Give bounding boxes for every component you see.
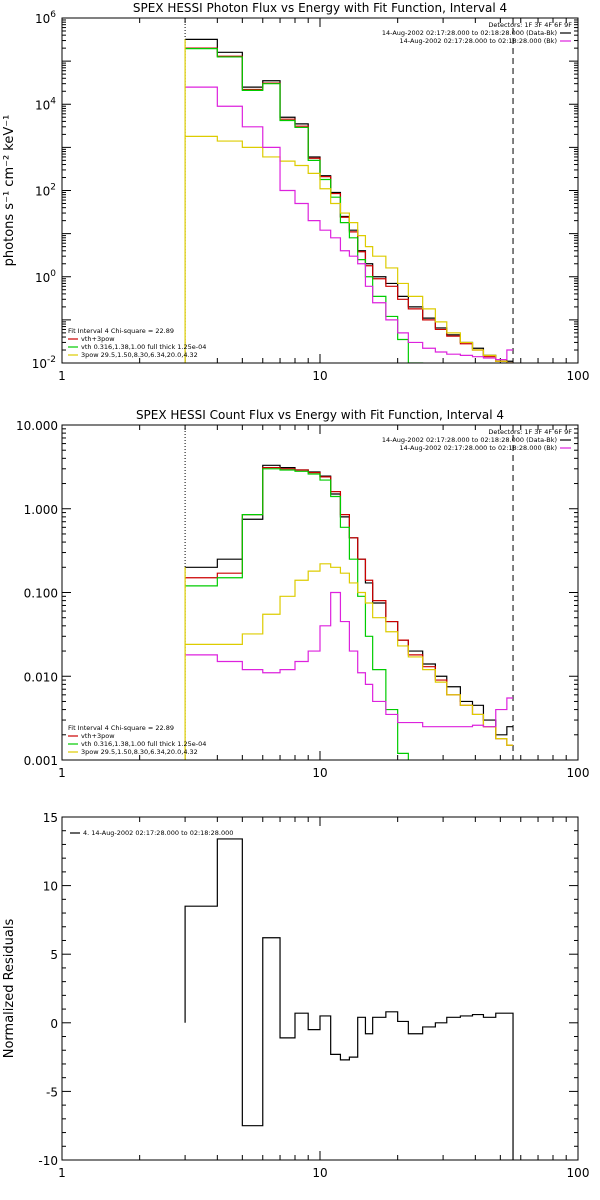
y-tick-label: 0.010	[24, 670, 58, 684]
y-tick-label: 10-2	[32, 355, 56, 371]
x-tick-label: 100	[567, 766, 590, 780]
x-tick-label: 10	[312, 1166, 327, 1180]
y-tick-base: 10	[32, 357, 47, 371]
plot-frame	[61, 816, 579, 1161]
legend-right-label: 14-Aug-2002 02:17:28.000 to 02:18:28.000…	[382, 436, 557, 444]
x-tick-label: 100	[567, 369, 590, 383]
y-tick-base: 10	[35, 185, 50, 199]
y-tick-label: -10	[38, 1154, 58, 1168]
legend-left-label: vth 0.316,1.38,1.00 full thick 1.25e-04	[81, 343, 206, 351]
y-tick-label: 1.000	[24, 503, 58, 517]
x-tick-label: 100	[567, 1166, 590, 1180]
y-tick-label: 104	[35, 96, 56, 112]
y-axis-label: Normalized Residuals	[2, 919, 17, 1059]
y-axis-label: photons s⁻¹ cm⁻² keV⁻¹	[2, 115, 17, 267]
series-line-vth	[185, 468, 409, 760]
y-tick-label: 5	[50, 948, 58, 962]
x-tick-label: 1	[58, 369, 66, 383]
x-tick-label: 10	[312, 369, 327, 383]
y-tick-label: 0.100	[24, 587, 58, 601]
y-tick-exponent: 6	[50, 10, 56, 20]
y-tick-base: 10	[35, 98, 50, 112]
y-tick-label: 10	[43, 880, 58, 894]
series-line-bk	[185, 591, 514, 728]
series-group	[185, 38, 514, 363]
residuals-panel: 1 10 100 -10 -5 0 5 10 15 Normalized Residuals 4. …	[2, 811, 589, 1180]
detectors-label: Detectors: 1F 3F 4F 6F 9F	[488, 428, 572, 436]
series-line-3pow	[185, 563, 514, 746]
y-tick-exponent: 2	[50, 183, 56, 193]
series-line-vth-3pow	[185, 466, 514, 746]
detectors-label: Detectors: 1F 3F 4F 6F 9F	[488, 21, 572, 29]
y-tick-label: 0.001	[24, 754, 58, 768]
legend-left-label: 3pow 29.5,1.50,8.30,6.34,20.0,4.32	[81, 351, 198, 359]
series-line-data-bk	[185, 464, 514, 736]
series-line-residuals	[184, 838, 514, 1160]
legend-left-label: vth+3pow	[81, 335, 115, 343]
count-flux-panel: SPEX HESSI Count Flux vs Energy with Fit…	[16, 408, 589, 780]
x-tick-label: 10	[312, 766, 327, 780]
photon-flux-panel: SPEX HESSI Photon Flux vs Energy with Fi…	[2, 1, 589, 383]
y-tick-exponent: 4	[50, 96, 56, 106]
chart-title: SPEX HESSI Count Flux vs Energy with Fit…	[136, 408, 504, 422]
legend-left-label: vth+3pow	[81, 732, 115, 740]
plot-frame	[61, 17, 579, 364]
y-tick-label: 100	[35, 269, 56, 285]
legend-right-label: 14-Aug-2002 02:17:28.000 to 02:18:28.000…	[400, 37, 557, 45]
y-tick-label: 0	[50, 1017, 58, 1031]
legend-right-label: 14-Aug-2002 02:17:28.000 to 02:18:28.000…	[400, 444, 557, 452]
y-tick-base: 10	[35, 271, 50, 285]
series-line-data-bk	[185, 38, 514, 362]
y-tick-label: 15	[43, 811, 58, 825]
y-tick-label: 10.000	[16, 419, 58, 433]
y-tick-exponent: -2	[47, 355, 56, 365]
x-tick-label: 1	[58, 1166, 66, 1180]
legend-left-label: Fit Interval 4 Chi-square = 22.89	[68, 724, 174, 732]
series-line-vth	[185, 48, 424, 363]
y-tick-label: 102	[35, 183, 56, 199]
y-tick-label: -5	[46, 1085, 58, 1099]
legend-left-label: Fit Interval 4 Chi-square = 22.89	[68, 327, 174, 335]
plot-frame	[61, 424, 579, 761]
y-tick-base: 10	[35, 12, 50, 26]
y-tick-exponent: 0	[50, 269, 56, 279]
y-tick-label: 106	[35, 10, 56, 26]
series-line-vth-3pow	[185, 47, 514, 363]
legend-left-label: vth 0.316,1.38,1.00 full thick 1.25e-04	[81, 740, 206, 748]
x-tick-label: 1	[58, 766, 66, 780]
legend-right-label: 14-Aug-2002 02:17:28.000 to 02:18:28.000…	[382, 29, 557, 37]
series-line-bk	[185, 86, 514, 361]
series-group	[184, 838, 514, 1160]
series-line-3pow	[185, 135, 514, 363]
chart-title: SPEX HESSI Photon Flux vs Energy with Fi…	[133, 1, 507, 15]
legend-left-label: 3pow 29.5,1.50,8.30,6.34,20.0,4.32	[81, 748, 198, 756]
legend-left-label: 4. 14-Aug-2002 02:17:28.000 to 02:18:28.…	[83, 829, 233, 837]
series-group	[185, 464, 514, 760]
